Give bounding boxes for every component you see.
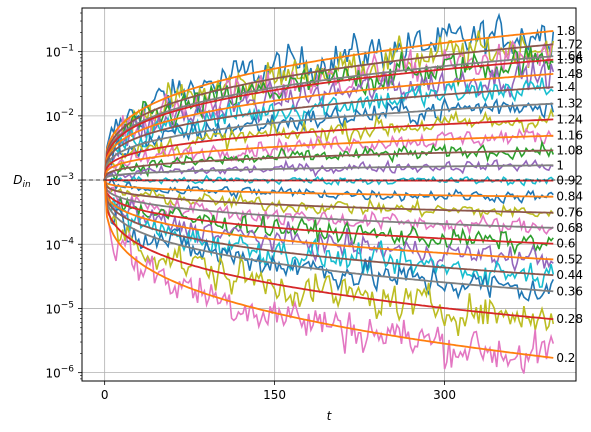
series-0.44-fit — [103, 179, 554, 277]
series-1.4-fit — [103, 86, 554, 181]
series-0.2-noise — [103, 180, 555, 374]
series-1-noise — [104, 158, 554, 181]
series-label: 0.52 — [556, 252, 583, 266]
series-1.56-fit — [103, 58, 554, 181]
series-label: 1 — [556, 158, 564, 172]
series-label: 0.68 — [556, 221, 583, 235]
y-tick-label: 10−1 — [45, 44, 74, 60]
y-axis: 10−6 10−5 10−4 10−3 10−2 10−1 — [45, 12, 82, 381]
series-labels: 1.81.721.641.561.481.4 1.321.24 1.161.081 0… — [556, 24, 583, 365]
series-label: 0.76 — [556, 206, 583, 220]
series-label: 0.6 — [556, 237, 575, 251]
series-0.36-noise — [103, 180, 555, 302]
x-axis-label: t — [327, 409, 333, 423]
series-1.32-fit — [103, 102, 554, 181]
series-1.08-noise — [103, 139, 555, 183]
y-axis-label: Din — [13, 173, 31, 190]
x-axis: 0 150 300 — [101, 381, 456, 402]
series-1.8-fit — [103, 30, 554, 181]
series-0.36-fit — [103, 180, 554, 293]
series-0.68-fit — [103, 179, 554, 229]
series-1.72-fit — [103, 43, 554, 181]
series-0.52-noise — [103, 179, 554, 273]
series-label: 1.16 — [556, 129, 583, 143]
y-tick-label: 10−4 — [45, 236, 74, 252]
series-label: 1.8 — [556, 24, 575, 38]
x-tick-label: 150 — [263, 388, 286, 402]
x-tick-label: 300 — [433, 388, 456, 402]
series-label: 0.44 — [556, 268, 583, 282]
series-label: 0.28 — [556, 312, 583, 326]
y-tick-label: 10−5 — [45, 300, 74, 316]
series-0.92-noise — [104, 174, 554, 187]
series-1.32-noise — [103, 96, 555, 181]
plot-area — [103, 12, 555, 374]
series-label: 0.84 — [556, 190, 583, 204]
series-label: 0.92 — [556, 174, 583, 188]
series-1.48-fit — [103, 73, 554, 181]
series-label: 1.72 — [556, 37, 583, 51]
series-label: 1.56 — [556, 53, 583, 67]
series-0.76-noise — [103, 179, 554, 219]
series-0.84-fit — [103, 179, 554, 198]
series-label: 1.4 — [556, 80, 575, 94]
series-0.2-fit — [103, 180, 554, 359]
y-tick-label: 10−6 — [45, 365, 74, 381]
series-0.76-fit — [103, 179, 554, 214]
series-0.6-noise — [103, 179, 554, 256]
x-tick-label: 0 — [101, 388, 109, 402]
series-label: 1.32 — [556, 97, 583, 111]
series-label: 1.24 — [556, 112, 583, 126]
series-1.64-fit — [103, 55, 554, 181]
series-1.16-fit — [103, 134, 554, 181]
series-label: 1.48 — [556, 67, 583, 81]
series-0.84-noise — [104, 177, 554, 205]
y-tick-label: 10−3 — [45, 172, 74, 188]
series-1.16-noise — [103, 127, 554, 181]
series-1-fit — [103, 164, 554, 181]
series-label: 0.2 — [556, 351, 575, 365]
series-0.52-fit — [103, 179, 554, 261]
series-1.4-noise — [103, 77, 554, 181]
series-0.6-fit — [103, 179, 554, 245]
y-tick-label: 10−2 — [45, 108, 74, 124]
series-label: 1.08 — [556, 143, 583, 157]
series-label: 1.64 — [556, 49, 583, 63]
series-1.08-fit — [103, 149, 554, 181]
series-1.24-fit — [103, 118, 554, 181]
series-label: 0.36 — [556, 284, 583, 298]
series-0.28-fit — [103, 180, 554, 321]
